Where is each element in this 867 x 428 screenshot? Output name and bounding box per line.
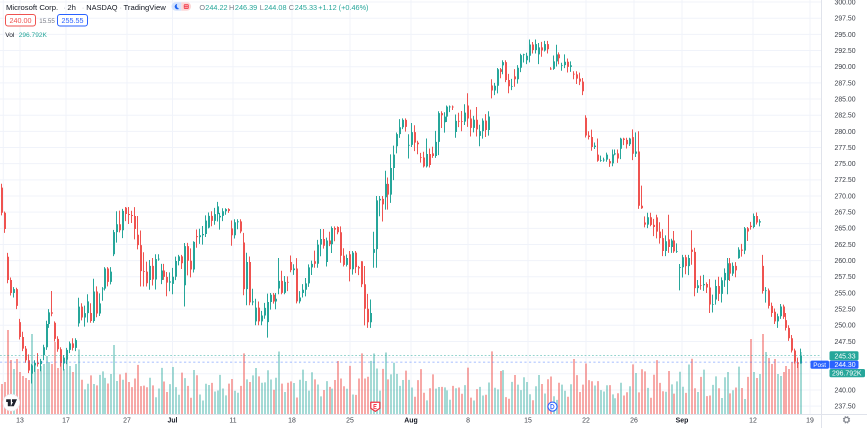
svg-text:245.33: 245.33 bbox=[835, 353, 856, 360]
svg-text:270.00: 270.00 bbox=[835, 193, 856, 200]
svg-text:265.00: 265.00 bbox=[835, 226, 856, 233]
svg-text:Post: Post bbox=[813, 362, 826, 369]
svg-text:244.30: 244.30 bbox=[835, 362, 856, 369]
svg-text:300.00: 300.00 bbox=[835, 0, 856, 6]
svg-text:244.08: 244.08 bbox=[264, 3, 286, 12]
svg-text:18: 18 bbox=[288, 418, 296, 425]
svg-text:277.50: 277.50 bbox=[835, 145, 856, 152]
svg-text:237.50: 237.50 bbox=[835, 404, 856, 411]
svg-text:Jul: Jul bbox=[168, 418, 178, 425]
svg-text:Aug: Aug bbox=[404, 418, 417, 425]
svg-text:+1.12 (+0.46%): +1.12 (+0.46%) bbox=[318, 3, 368, 12]
svg-text:12: 12 bbox=[749, 418, 757, 425]
svg-text:8: 8 bbox=[466, 418, 470, 425]
svg-text:19: 19 bbox=[806, 418, 814, 425]
svg-text:·: · bbox=[120, 3, 123, 12]
svg-text:244.22: 244.22 bbox=[205, 3, 227, 12]
svg-text:252.50: 252.50 bbox=[835, 307, 856, 314]
svg-text:255.00: 255.00 bbox=[835, 290, 856, 297]
svg-text:257.50: 257.50 bbox=[835, 274, 856, 281]
svg-text:262.50: 262.50 bbox=[835, 242, 856, 249]
svg-text:25: 25 bbox=[346, 418, 354, 425]
svg-text:2h: 2h bbox=[67, 3, 76, 12]
svg-text:26: 26 bbox=[630, 418, 638, 425]
svg-text:255.55: 255.55 bbox=[62, 16, 84, 25]
svg-text:280.00: 280.00 bbox=[835, 129, 856, 136]
svg-text:296.792K: 296.792K bbox=[832, 370, 862, 377]
svg-text:15.55: 15.55 bbox=[39, 18, 55, 25]
svg-text:Vol: Vol bbox=[5, 32, 15, 39]
svg-text:C: C bbox=[289, 3, 294, 12]
svg-text:285.00: 285.00 bbox=[835, 96, 856, 103]
svg-text:297.50: 297.50 bbox=[835, 16, 856, 23]
svg-text:13: 13 bbox=[16, 418, 24, 425]
svg-text:TradingView: TradingView bbox=[124, 3, 167, 12]
svg-text:260.00: 260.00 bbox=[835, 258, 856, 265]
svg-text:290.00: 290.00 bbox=[835, 64, 856, 71]
svg-text:245.33: 245.33 bbox=[295, 3, 317, 12]
svg-text:NASDAQ: NASDAQ bbox=[86, 3, 117, 12]
svg-text:296.792K: 296.792K bbox=[19, 32, 48, 39]
svg-text:240.00: 240.00 bbox=[10, 16, 32, 25]
svg-text:27: 27 bbox=[123, 418, 131, 425]
svg-text:282.50: 282.50 bbox=[835, 113, 856, 120]
svg-text:Microsoft Corp.: Microsoft Corp. bbox=[6, 3, 58, 12]
svg-text:250.00: 250.00 bbox=[835, 323, 856, 330]
svg-text:·: · bbox=[63, 3, 66, 12]
svg-text:H: H bbox=[229, 3, 234, 12]
svg-text:11: 11 bbox=[229, 418, 236, 425]
svg-text:292.50: 292.50 bbox=[835, 48, 856, 55]
svg-text:Sep: Sep bbox=[676, 418, 689, 425]
svg-text:246.39: 246.39 bbox=[235, 3, 257, 12]
svg-text:L: L bbox=[260, 3, 264, 12]
svg-text:267.50: 267.50 bbox=[835, 210, 856, 217]
svg-text:272.50: 272.50 bbox=[835, 177, 856, 184]
svg-text:275.00: 275.00 bbox=[835, 161, 856, 168]
svg-text:22: 22 bbox=[582, 418, 590, 425]
svg-text:O: O bbox=[199, 3, 205, 12]
svg-text:247.50: 247.50 bbox=[835, 339, 856, 346]
svg-text:295.00: 295.00 bbox=[835, 32, 856, 39]
svg-text:·: · bbox=[82, 3, 85, 12]
svg-text:287.50: 287.50 bbox=[835, 80, 856, 87]
svg-text:15: 15 bbox=[524, 418, 532, 425]
svg-text:240.00: 240.00 bbox=[835, 387, 856, 394]
svg-text:17: 17 bbox=[62, 418, 70, 425]
